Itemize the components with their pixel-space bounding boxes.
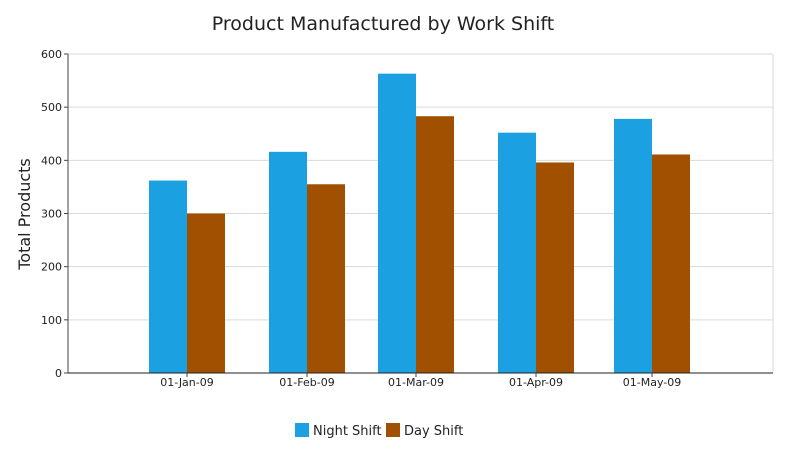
legend-label: Night Shift <box>313 424 382 439</box>
x-tick-label: 01-Apr-09 <box>509 376 563 389</box>
y-tick-label: 100 <box>41 314 62 327</box>
x-tick-label: 01-Feb-09 <box>279 376 334 389</box>
bar-night-shift <box>269 151 307 373</box>
bar-day-shift <box>307 184 345 373</box>
y-tick-label: 0 <box>55 367 62 380</box>
y-tick-label: 200 <box>41 261 62 274</box>
y-tick-label: 300 <box>41 208 62 221</box>
legend-swatch <box>295 423 309 437</box>
y-tick-label: 400 <box>41 154 62 167</box>
x-tick-label: 01-Mar-09 <box>388 376 444 389</box>
bar-day-shift <box>187 213 225 373</box>
x-tick-label: 01-May-09 <box>623 376 681 389</box>
legend-label: Day Shift <box>404 424 463 439</box>
y-tick-label: 600 <box>41 48 62 61</box>
bars <box>149 73 690 374</box>
bar-day-shift <box>536 162 574 373</box>
chart-title: Product Manufactured by Work Shift <box>212 13 554 35</box>
bar-night-shift <box>498 132 536 373</box>
y-tick-label: 500 <box>41 101 62 114</box>
axes: 0 100 200 300 400 500 600 01-Jan-09 01-Feb-09 01-… <box>41 48 773 389</box>
bar-night-shift <box>378 73 416 374</box>
bar-night-shift <box>149 180 187 373</box>
legend: Night Shift Day Shift <box>295 423 463 439</box>
legend-swatch <box>386 423 400 437</box>
y-axis-label: Total Products <box>15 158 34 271</box>
bar-night-shift <box>614 118 652 373</box>
bar-day-shift <box>652 154 690 373</box>
x-tick-label: 01-Jan-09 <box>160 376 214 389</box>
bar-day-shift <box>416 116 454 373</box>
